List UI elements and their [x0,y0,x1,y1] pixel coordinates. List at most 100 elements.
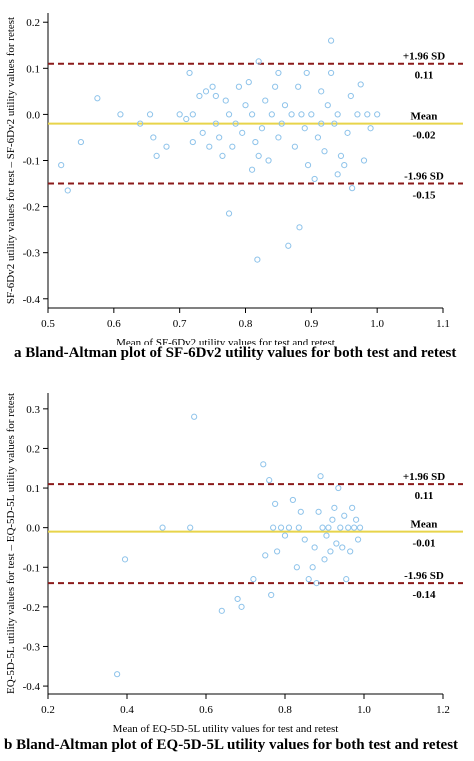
data-point [212,92,219,100]
data-point [341,512,348,519]
data-point [337,152,345,159]
data-point [345,524,352,531]
data-point [196,92,203,100]
data-point [327,548,334,555]
x-axis-label: Mean of SF-6Dv2 utility values for test … [116,337,335,345]
x-tick-label: 1.1 [436,318,450,330]
data-point [309,564,316,571]
data-point [202,88,210,95]
y-tick-label: 0.3 [26,404,40,416]
data-point [347,548,354,555]
data-point [266,477,273,484]
data-point [199,129,206,136]
data-point [114,671,121,678]
data-point [349,504,356,511]
upper-limit-value-label: 0.11 [415,490,434,502]
lower-limit-label: -1.96 SD [404,171,444,183]
y-tick-label: 0.0 [26,523,40,535]
data-point [357,81,364,88]
data-point [232,120,239,127]
upper-limit-label: +1.96 SD [403,471,445,483]
data-point [159,524,166,531]
data-point [285,524,293,531]
data-point [262,97,269,104]
x-tick-label: 0.2 [41,704,55,716]
data-point [187,524,194,531]
x-tick-label: 0.9 [304,318,318,330]
data-point [288,111,295,118]
data-point [209,83,216,90]
data-point [216,134,223,141]
data-point [225,111,233,118]
data-point [262,552,269,559]
data-point [349,185,356,192]
data-point [235,83,243,90]
data-point [293,564,300,571]
data-point [354,536,362,543]
data-point [325,524,332,531]
data-point [314,134,322,141]
data-point [337,524,344,531]
data-point [252,138,259,146]
data-point [295,83,302,90]
x-tick-label: 1.0 [370,318,384,330]
y-tick-label: 0.2 [26,443,40,455]
y-tick-label: -0.1 [23,156,40,168]
bland-altman-chart-sf6dv2: -0.4 -0.3 -0.2 -0.1 0.0 0.1 0.2 0.5 0.6 0.7 0.8 0.9… [5,13,463,345]
data-point [234,595,241,603]
data-point [77,138,85,146]
data-point [281,532,289,539]
data-point [321,148,328,155]
data-point [327,37,335,44]
data-point [297,508,304,515]
data-point [254,256,261,263]
mean-value-label: -0.01 [413,538,436,550]
data-point [289,496,296,504]
data-point [278,120,285,127]
data-point [329,516,336,523]
data-point [189,138,196,146]
data-point [334,111,341,118]
y-tick-label: -0.3 [23,641,41,653]
data-point [356,524,364,531]
x-tick-label: 0.4 [120,704,134,716]
data-point [339,544,346,551]
data-point [341,162,348,169]
data-point [260,461,267,468]
y-tick-label: 0.0 [26,109,40,121]
data-point [318,88,325,95]
data-point [353,516,360,523]
data-point [277,524,285,531]
data-point [367,125,374,132]
caption-a: a Bland-Altman plot of SF-6Dv2 utility v… [14,345,457,361]
data-point [304,162,312,169]
data-point [64,187,71,194]
data-point [327,69,335,77]
data-point [229,143,236,150]
data-point [265,157,272,164]
data-point [285,242,292,249]
data-point [183,115,190,123]
mean-label: Mean [411,519,438,531]
data-point [334,171,341,178]
data-point [303,69,310,77]
y-tick-label: -0.2 [23,202,40,214]
data-point [308,111,315,118]
data-point [275,134,282,141]
x-tick-label: 0.8 [278,704,292,716]
data-point [212,120,219,127]
data-point [360,157,368,164]
data-point [321,556,328,563]
data-point [242,102,249,109]
data-point [343,576,350,583]
data-point [94,95,101,102]
data-point [222,97,229,104]
lower-limit-value-label: -0.15 [413,190,436,202]
data-point [117,111,124,118]
data-point [323,532,330,539]
data-point [245,79,252,86]
data-point [250,576,257,583]
data-point [319,524,326,531]
lower-limit-value-label: -0.14 [413,589,436,601]
x-tick-label: 0.7 [173,318,187,330]
